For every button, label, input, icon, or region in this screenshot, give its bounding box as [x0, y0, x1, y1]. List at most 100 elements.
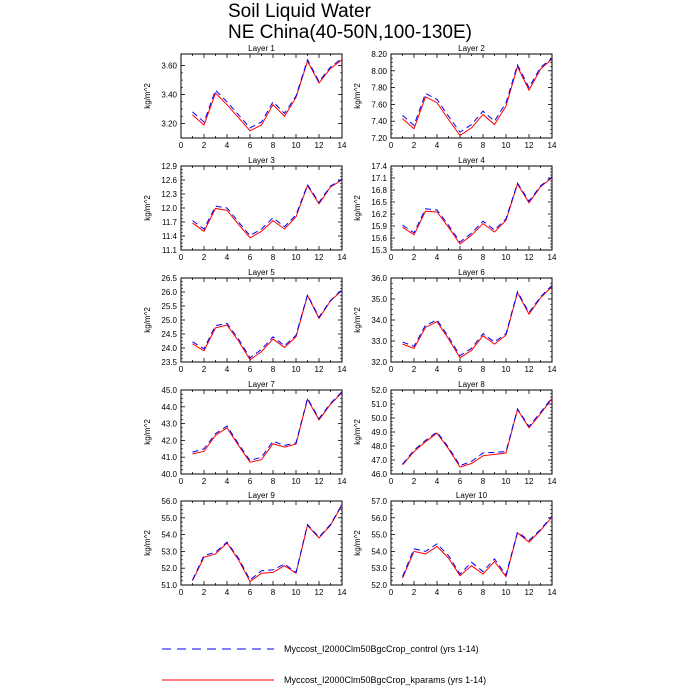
y-tick-label: 7.60 [371, 100, 387, 109]
x-tick-label: 14 [338, 365, 347, 374]
y-tick-label: 12.9 [161, 162, 177, 171]
panel-layer-6: Layer 6 0 2 4 6 8 10 12 14 32.0 33.0 34.0 35.0 36.0 kg… [353, 268, 557, 374]
y-tick-label: 17.4 [371, 162, 387, 171]
series-line-kparams [402, 177, 553, 245]
y-tick-label: 52.0 [161, 564, 177, 573]
panel-title: Layer 3 [248, 156, 275, 165]
y-axis-label: kg/m^2 [143, 307, 152, 333]
x-tick-label: 6 [248, 365, 253, 374]
x-tick-label: 0 [179, 477, 184, 486]
y-tick-label: 15.9 [371, 222, 387, 231]
x-tick-label: 0 [179, 253, 184, 262]
series-line-control [402, 176, 553, 243]
x-tick-label: 2 [202, 253, 207, 262]
series-line-control [402, 515, 553, 577]
x-tick-label: 0 [389, 253, 394, 262]
x-tick-label: 12 [525, 588, 534, 597]
y-tick-label: 24.5 [161, 330, 177, 339]
series-line-kparams [192, 289, 343, 361]
y-axis-label: kg/m^2 [353, 530, 362, 556]
legend-label-kparams: Myccost_I2000Clm50BgcCrop_kparams (yrs 1… [284, 675, 486, 685]
panel-title: Layer 7 [248, 380, 275, 389]
y-tick-label: 46.0 [371, 470, 387, 479]
x-tick-label: 14 [338, 477, 347, 486]
x-tick-label: 6 [248, 477, 253, 486]
x-tick-label: 8 [481, 365, 486, 374]
x-tick-label: 2 [412, 141, 417, 150]
y-tick-label: 26.0 [161, 288, 177, 297]
series-line-kparams [192, 179, 343, 239]
x-tick-label: 6 [458, 477, 463, 486]
x-tick-label: 14 [548, 477, 557, 486]
y-tick-label: 56.0 [371, 514, 387, 523]
x-tick-label: 10 [292, 477, 301, 486]
y-tick-label: 53.0 [161, 547, 177, 556]
y-tick-label: 56.0 [161, 497, 177, 506]
panel-layer-2: Layer 2 0 2 4 6 8 10 12 14 7.20 7.40 7.60 7.80 8.00 8.… [353, 44, 557, 150]
plot-frame [390, 277, 553, 363]
y-tick-label: 7.40 [371, 117, 387, 126]
panel-layer-1: Layer 1 0 2 4 6 8 10 12 14 3.20 3.40 3.60 kg/m^2 [143, 44, 347, 150]
y-tick-label: 26.5 [161, 274, 177, 283]
y-axis-label: kg/m^2 [353, 83, 362, 109]
x-tick-label: 10 [292, 588, 301, 597]
y-tick-label: 51.0 [371, 400, 387, 409]
y-axis-label: kg/m^2 [353, 419, 362, 445]
y-tick-label: 52.0 [371, 581, 387, 590]
y-tick-label: 52.0 [371, 386, 387, 395]
x-tick-label: 8 [271, 141, 276, 150]
x-tick-label: 8 [481, 477, 486, 486]
y-axis-label: kg/m^2 [143, 83, 152, 109]
x-tick-label: 8 [271, 253, 276, 262]
y-tick-label: 23.5 [161, 358, 177, 367]
y-axis-label: kg/m^2 [143, 419, 152, 445]
plot-frame [180, 389, 343, 475]
y-tick-label: 3.20 [161, 120, 177, 129]
series-line-kparams [192, 392, 343, 463]
panel-title: Layer 1 [248, 44, 275, 53]
x-tick-label: 4 [225, 141, 230, 150]
legend: Myccost_I2000Clm50BgcCrop_control (yrs 1… [162, 644, 486, 685]
y-tick-label: 41.0 [161, 453, 177, 462]
chart-panels: Layer 10 2 4 6 8 10 12 143.203.403.60kg/m^2Laye… [143, 44, 557, 597]
x-tick-label: 8 [481, 588, 486, 597]
panel-title: Layer 2 [458, 44, 485, 53]
series-line-kparams [402, 516, 553, 579]
y-tick-label: 47.0 [371, 456, 387, 465]
panel-layer-5: Layer 5 0 2 4 6 8 10 12 14 23.5 24.0 24.5 25.0 25.5 26… [143, 268, 347, 374]
x-tick-label: 8 [271, 477, 276, 486]
y-tick-label: 15.6 [371, 234, 387, 243]
x-tick-label: 2 [412, 477, 417, 486]
x-tick-label: 4 [435, 253, 440, 262]
x-tick-label: 2 [202, 588, 207, 597]
x-tick-label: 0 [389, 365, 394, 374]
series-line-kparams [402, 398, 553, 468]
y-tick-label: 17.1 [371, 174, 387, 183]
x-tick-label: 8 [481, 253, 486, 262]
x-tick-label: 6 [458, 141, 463, 150]
y-tick-label: 40.0 [161, 470, 177, 479]
x-tick-label: 2 [412, 588, 417, 597]
series-line-control [402, 57, 553, 133]
x-tick-label: 10 [502, 141, 511, 150]
panel-title: Layer 8 [458, 380, 485, 389]
x-tick-label: 4 [225, 253, 230, 262]
panel-title: Layer 9 [248, 491, 275, 500]
x-tick-label: 12 [315, 141, 324, 150]
x-tick-label: 2 [412, 253, 417, 262]
y-tick-label: 12.0 [161, 204, 177, 213]
y-tick-label: 8.20 [371, 50, 387, 59]
y-tick-label: 11.7 [162, 218, 178, 227]
panel-title: Layer 6 [458, 268, 485, 277]
panel-layer-9: Layer 9 0 2 4 6 8 10 12 14 51.0 52.0 53.0 54.0 55.0 56… [143, 491, 347, 597]
y-tick-label: 16.5 [371, 198, 387, 207]
y-tick-label: 11.1 [162, 246, 178, 255]
x-tick-label: 12 [525, 141, 534, 150]
y-tick-label: 34.0 [371, 316, 387, 325]
panel-title: Layer 10 [456, 491, 488, 500]
x-tick-label: 0 [389, 588, 394, 597]
y-tick-label: 24.0 [161, 344, 177, 353]
series-line-control [402, 397, 553, 467]
panel-layer-3: Layer 3 0 2 4 6 8 10 12 14 11.1 11.4 11.7 12.0 12.3 12… [143, 156, 347, 262]
x-tick-label: 4 [225, 477, 230, 486]
